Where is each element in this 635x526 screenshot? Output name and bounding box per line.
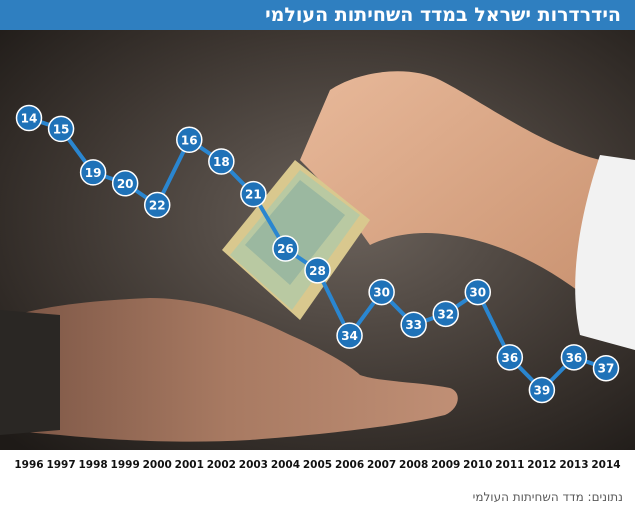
data-label: 14 [21,112,38,126]
x-tick-label: 2006 [335,459,364,471]
data-marker [240,180,267,208]
data-point-1997: 15 [47,115,75,143]
x-tick-label: 2012 [527,459,556,471]
x-tick-label: 2009 [431,459,460,471]
data-point-2007: 30 [368,278,395,306]
data-point-2011: 36 [496,344,524,371]
data-label: 30 [469,286,486,300]
data-marker [47,115,75,143]
data-point-2006: 34 [336,322,363,349]
data-point-2002: 18 [208,148,235,175]
x-tick-label: 2011 [495,459,524,471]
data-point-2009: 32 [432,300,459,328]
data-marker [208,148,235,175]
data-marker [528,376,556,404]
background-photo [0,30,635,450]
data-marker [336,322,363,349]
data-label: 36 [566,351,583,365]
data-marker [464,278,492,306]
data-markers: 14 15 19 20 22 16 18 21 26 28 34 30 33 32 30 36 39 36 37 [15,104,620,404]
data-marker [79,159,107,186]
x-tick-label: 2007 [367,459,396,471]
data-marker [176,126,203,154]
x-tick-label: 2008 [399,459,428,471]
data-marker [15,104,43,132]
x-tick-label: 2001 [175,459,204,471]
data-point-2014: 37 [592,354,620,382]
x-tick-label: 1996 [14,459,43,471]
data-marker [272,235,299,262]
shirt-cuff [575,155,635,350]
data-point-1998: 19 [79,159,107,186]
data-label: 18 [213,155,230,169]
x-tick-label: 1998 [78,459,107,471]
data-marker [143,191,171,219]
x-tick-label: 1999 [111,459,140,471]
x-tick-label: 2003 [239,459,268,471]
data-point-2013: 36 [560,344,588,371]
x-tick-label: 2005 [303,459,332,471]
data-point-1996: 14 [15,104,43,132]
data-point-2012: 39 [528,376,556,404]
data-label: 26 [277,242,294,256]
receiving-hand [0,298,458,442]
data-marker [432,300,459,328]
data-label: 32 [437,307,454,321]
page-title: הידרדרות ישראל במדד השחיתות העולמי [0,0,635,30]
data-point-1999: 20 [111,170,139,197]
x-tick-label: 2004 [271,459,300,471]
data-label: 16 [181,133,198,147]
x-axis-ticks: 1996 1997 1998 1999 2000 2001 2002 2003 2004 2005… [14,459,620,471]
x-tick-label: 2002 [207,459,236,471]
x-tick-label: 1997 [46,459,75,471]
giving-hand [300,71,635,331]
data-label: 21 [245,188,262,202]
data-marker [368,278,395,306]
source-note: נתונים: מדד השחיתות העולמי [472,490,623,504]
data-label: 33 [405,318,422,332]
data-label: 37 [598,362,615,376]
data-marker [111,170,139,197]
data-marker [560,344,588,371]
data-label: 34 [341,329,358,343]
x-tick-label: 2014 [591,459,620,471]
data-marker [400,311,427,338]
data-label: 15 [53,122,70,136]
x-tick-label: 2010 [463,459,492,471]
data-label: 30 [373,286,390,300]
data-point-2001: 16 [176,126,203,154]
data-label: 19 [85,166,102,180]
data-point-2008: 33 [400,311,427,338]
data-point-2003: 21 [240,180,267,208]
data-point-2000: 22 [143,191,171,219]
data-marker [592,354,620,382]
data-marker [496,344,524,371]
data-label: 22 [149,199,166,213]
x-tick-label: 2000 [143,459,172,471]
data-label: 20 [117,177,134,191]
data-marker [304,257,331,284]
data-label: 28 [309,264,326,278]
data-point-2004: 26 [272,235,299,262]
data-label: 36 [501,351,518,365]
data-point-2010: 30 [464,278,492,306]
x-tick-label: 2013 [559,459,588,471]
data-label: 39 [534,384,551,398]
axis-band [0,450,635,526]
data-point-2005: 28 [304,257,331,284]
